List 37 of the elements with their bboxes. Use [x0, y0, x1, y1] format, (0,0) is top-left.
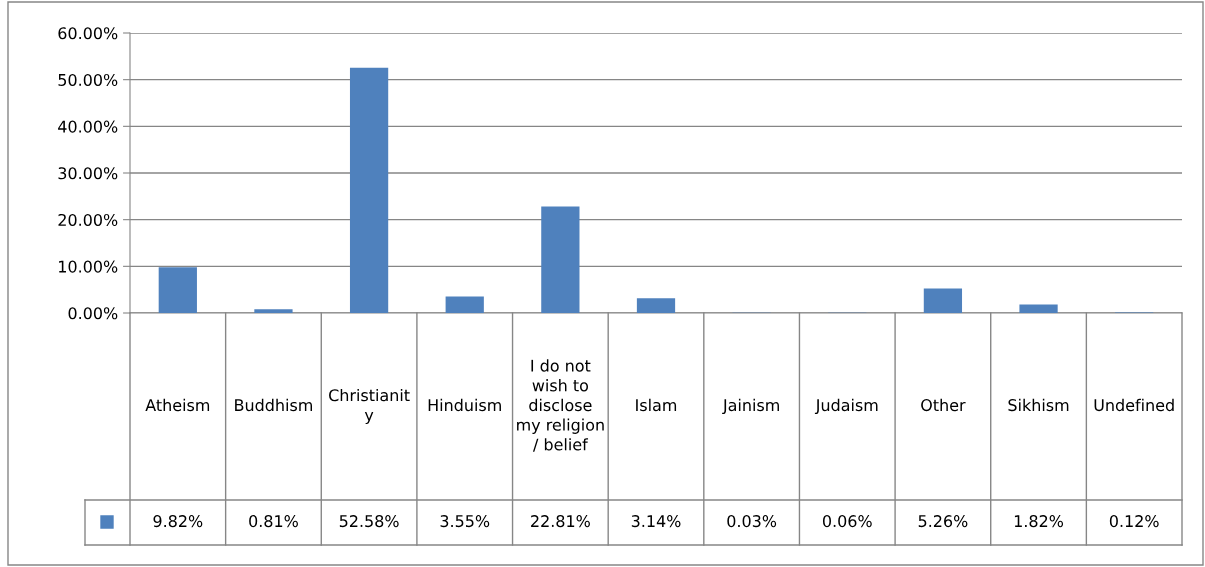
x-tick-label: Islam [636, 398, 677, 412]
x-tick-label: Jainism [722, 398, 779, 415]
bar [445, 296, 484, 313]
y-tick-label: 10.00% [59, 260, 118, 273]
data-label: 0.12% [1109, 515, 1159, 528]
data-label: 3.55% [440, 515, 490, 528]
x-tick-label: Sikhism [1008, 398, 1069, 412]
bar [636, 298, 676, 313]
bar [349, 67, 389, 313]
bar [1019, 304, 1058, 313]
x-tick-label: Hinduism [428, 398, 501, 412]
data-label: 0.81% [249, 515, 298, 528]
data-label: 5.26% [918, 515, 968, 528]
data-label: 1.82% [1014, 515, 1064, 528]
bar [254, 309, 293, 313]
data-label: 52.58% [339, 515, 399, 528]
x-tick-label: Other [921, 398, 966, 412]
data-label: 22.81% [531, 515, 590, 528]
y-tick-label: 60.00% [58, 27, 118, 40]
bar [158, 267, 197, 313]
x-tick-label: Buddhism [235, 398, 312, 412]
data-label: 9.82% [153, 515, 203, 528]
x-tick-label: Christianity [329, 388, 410, 425]
x-tick-label: I do not wish to disclose my religion / belief [517, 359, 604, 452]
bar [923, 288, 963, 313]
x-tick-label: Judaism [814, 398, 878, 415]
y-tick-label: 30.00% [58, 167, 118, 180]
bar [541, 206, 580, 313]
y-tick-label: 50.00% [58, 73, 118, 86]
y-tick-label: 0.00% [68, 307, 118, 320]
x-tick-label: Undefined [1094, 398, 1174, 412]
data-label: 0.03% [727, 515, 777, 528]
x-tick-label: Atheism [145, 398, 210, 412]
data-label: 3.14% [631, 515, 681, 528]
data-label: 0.06% [822, 515, 872, 528]
y-tick-label: 40.00% [58, 120, 118, 133]
y-tick-label: 20.00% [58, 213, 118, 226]
